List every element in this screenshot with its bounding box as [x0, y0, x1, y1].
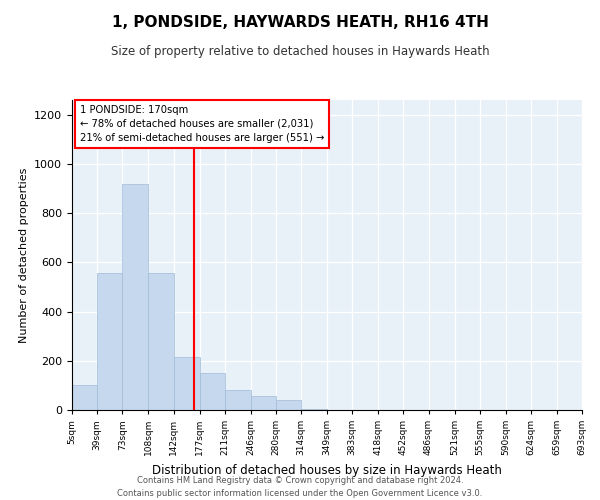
Bar [122, 184, 148, 410]
Bar [251, 396, 276, 410]
Text: Contains HM Land Registry data © Crown copyright and database right 2024.
Contai: Contains HM Land Registry data © Crown c… [118, 476, 482, 498]
Bar [72, 386, 97, 410]
Bar [97, 274, 122, 410]
Text: 1 PONDSIDE: 170sqm
← 78% of detached houses are smaller (2,031)
21% of semi-deta: 1 PONDSIDE: 170sqm ← 78% of detached hou… [80, 104, 324, 142]
Text: 1, PONDSIDE, HAYWARDS HEATH, RH16 4TH: 1, PONDSIDE, HAYWARDS HEATH, RH16 4TH [112, 15, 488, 30]
Bar [199, 373, 225, 410]
X-axis label: Distribution of detached houses by size in Haywards Heath: Distribution of detached houses by size … [152, 464, 502, 476]
Bar [173, 357, 199, 410]
Bar [225, 390, 251, 410]
Text: Size of property relative to detached houses in Haywards Heath: Size of property relative to detached ho… [110, 45, 490, 58]
Y-axis label: Number of detached properties: Number of detached properties [19, 168, 29, 342]
Bar [301, 409, 327, 410]
Bar [276, 400, 301, 410]
Bar [148, 274, 173, 410]
